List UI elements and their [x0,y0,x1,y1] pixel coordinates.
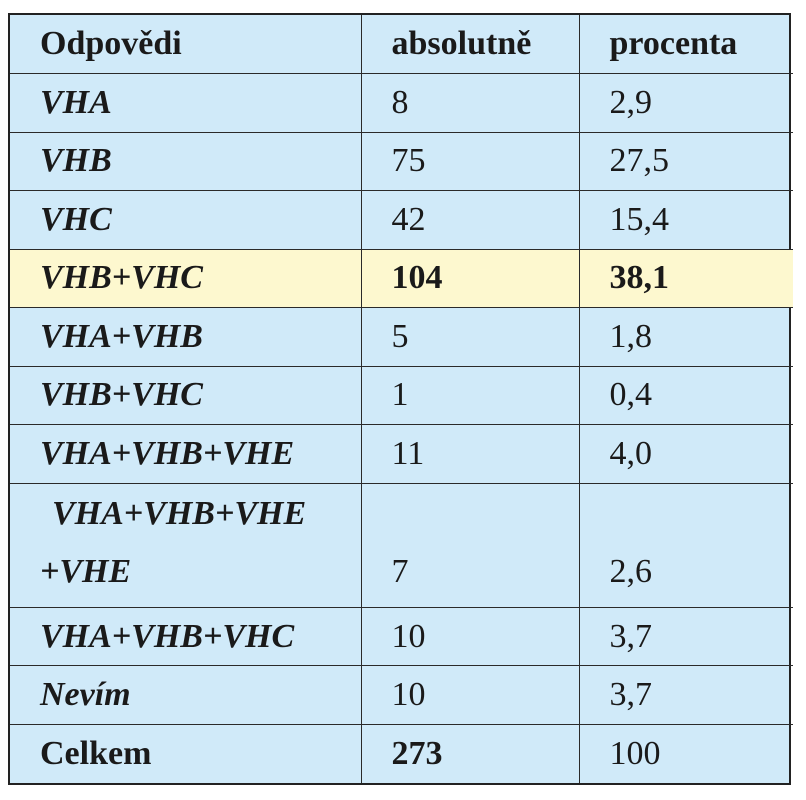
header-absolute: absolutně [360,15,580,75]
answer-cell: VHB [10,131,362,192]
absolute-cell: 10 [360,665,580,725]
answer-cell: VHA+VHB [10,307,362,367]
header-answers: Odpovědi [10,15,362,75]
responses-table: Odpovědi absolutně procenta VHA 8 2,9 VH… [10,15,793,783]
answer-cell: VHA [10,73,362,133]
table-row: Nevím 10 3,7 [10,665,793,725]
table-row: VHB 75 27,5 [10,131,793,192]
answer-cell: VHB+VHC [10,365,362,426]
table-row: VHA+VHB+VHE 11 4,0 [10,424,793,484]
percent-cell: 2,6 [578,482,793,608]
percent-cell: 0,4 [578,365,793,426]
table-row: VHA+VHB 5 1,8 [10,307,793,367]
absolute-cell: 75 [360,131,580,192]
percent-cell: 4,0 [578,424,793,484]
answer-cell: VHA+VHB+VHC [10,606,362,667]
answer-line-1: VHA+VHB+VHE [52,494,307,532]
table-row: VHB+VHC 1 0,4 [10,365,793,426]
answer-cell: Nevím [10,665,362,725]
answer-cell: VHA+VHB+VHE +VHE [10,482,362,608]
percent-cell: 1,8 [578,307,793,367]
header-percent: procenta [578,15,793,75]
absolute-cell: 8 [360,73,580,133]
total-percent: 100 [578,723,793,783]
absolute-cell: 104 [360,248,580,309]
data-table-frame: Odpovědi absolutně procenta VHA 8 2,9 VH… [8,13,793,785]
table-row: VHC 42 15,4 [10,190,793,250]
total-label: Celkem [10,723,362,783]
percent-cell: 3,7 [578,665,793,725]
absolute-cell: 7 [360,482,580,608]
percent-cell: 2,9 [578,73,793,133]
absolute-cell: 11 [360,424,580,484]
answer-cell: VHB+VHC [10,248,362,309]
absolute-cell: 42 [360,190,580,250]
absolute-cell: 5 [360,307,580,367]
header-row: Odpovědi absolutně procenta [10,15,793,75]
answer-line-2: +VHE [40,552,132,590]
absolute-cell: 10 [360,606,580,667]
total-row: Celkem 273 100 [10,723,793,783]
percent-cell: 38,1 [578,248,793,309]
highlighted-row: VHB+VHC 104 38,1 [10,248,793,309]
absolute-value: 7 [391,552,409,590]
table-row: VHA+VHB+VHE +VHE 7 2,6 [10,482,793,608]
percent-cell: 27,5 [578,131,793,192]
answer-cell: VHA+VHB+VHE [10,424,362,484]
percent-value: 2,6 [609,552,653,590]
table-row: VHA+VHB+VHC 10 3,7 [10,606,793,667]
absolute-cell: 1 [360,365,580,426]
answer-cell: VHC [10,190,362,250]
table-row: VHA 8 2,9 [10,73,793,133]
percent-cell: 3,7 [578,606,793,667]
percent-cell: 15,4 [578,190,793,250]
total-absolute: 273 [360,723,580,783]
